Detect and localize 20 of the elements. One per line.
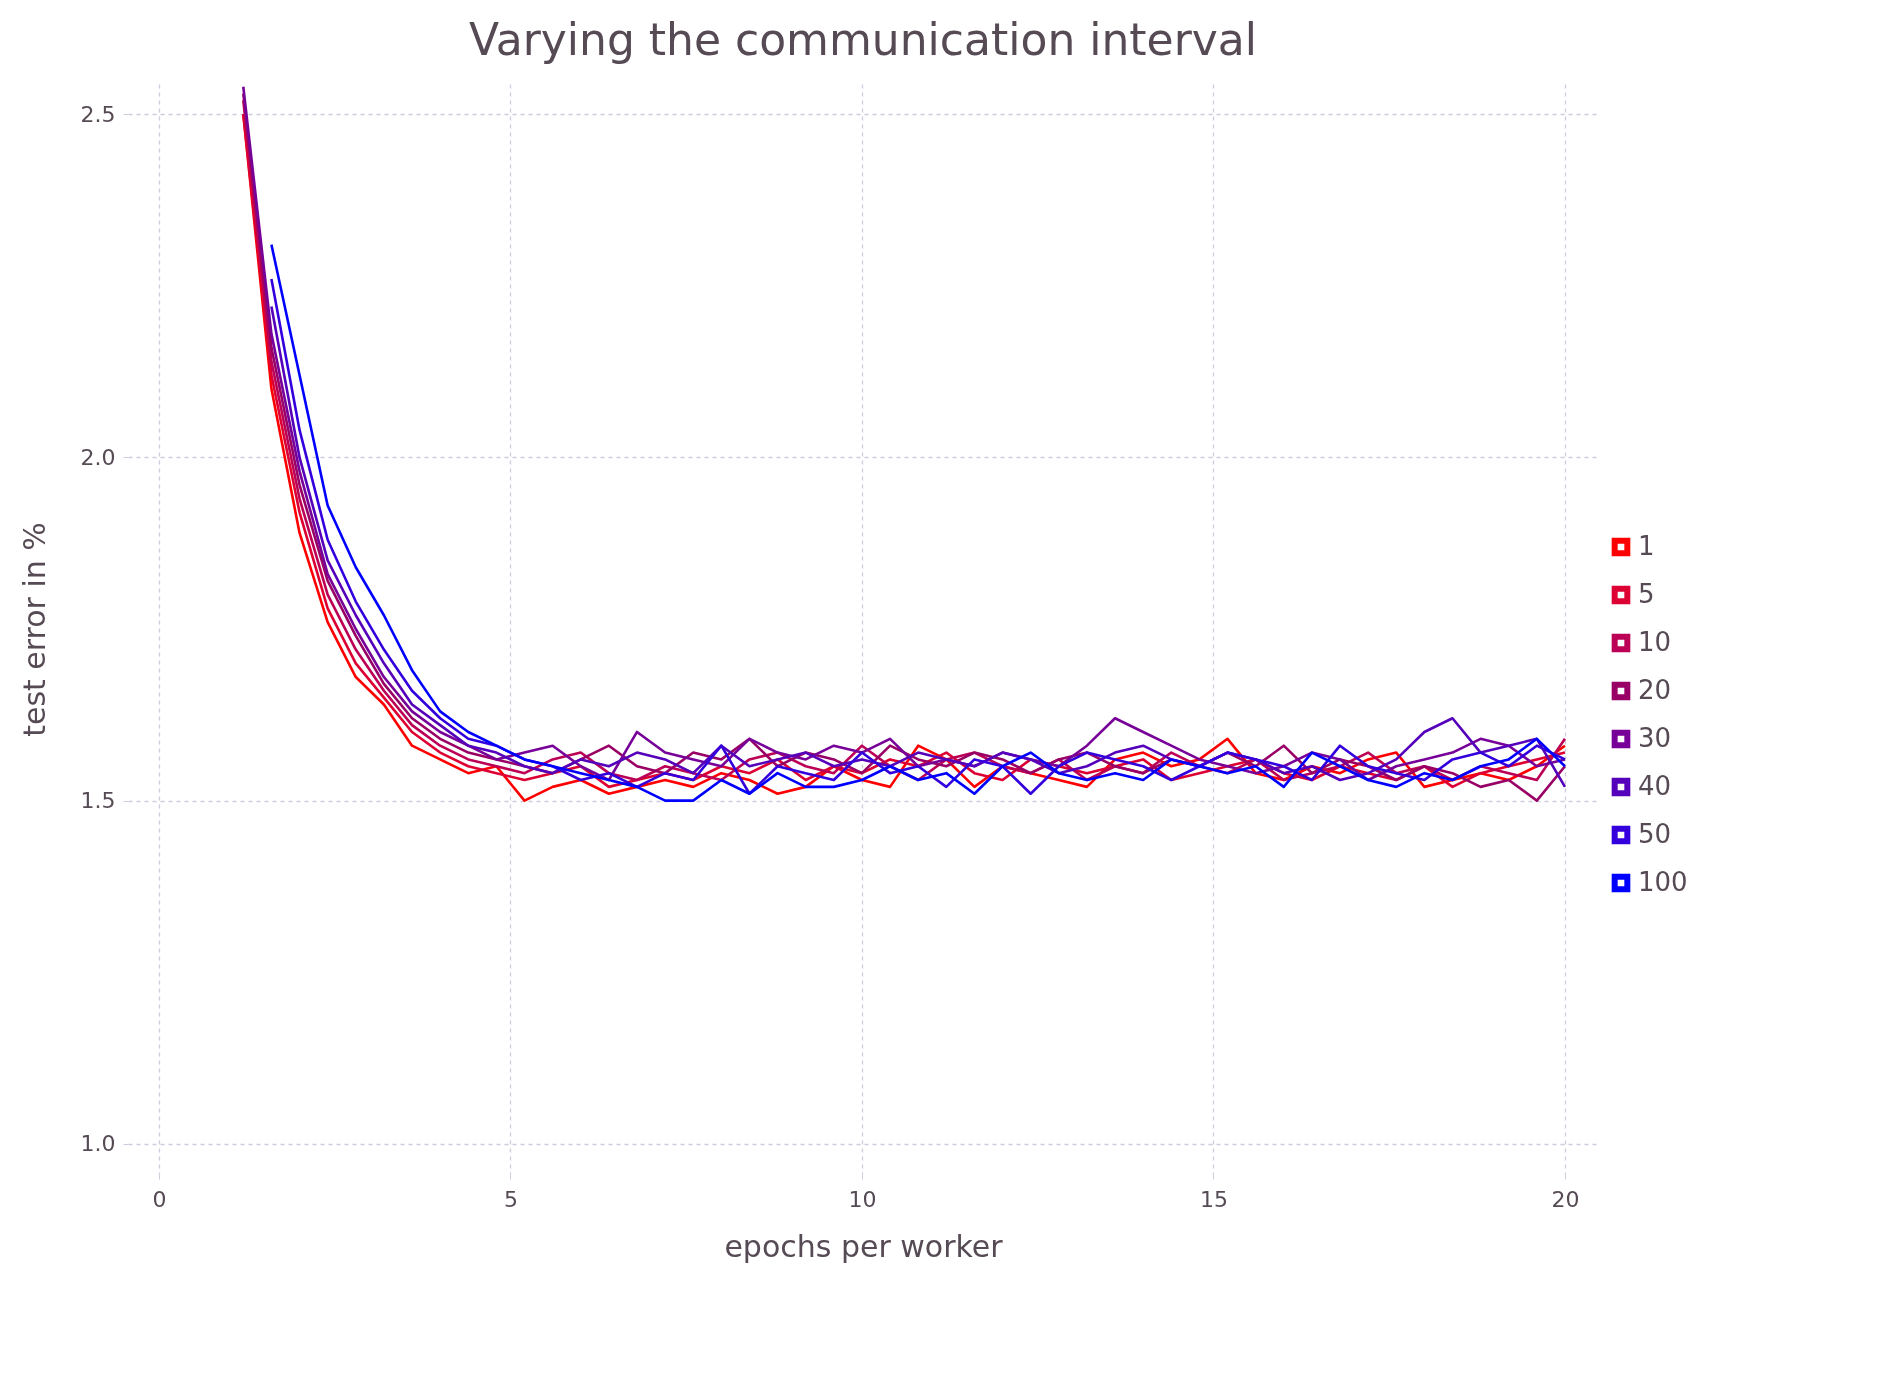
legend-label: 30 <box>1638 723 1672 753</box>
legend-label: 50 <box>1638 819 1672 849</box>
x-tick-label: 10 <box>848 1186 877 1212</box>
legend-label: 20 <box>1638 675 1672 705</box>
x-axis-title: epochs per worker <box>724 1228 1004 1264</box>
legend-label: 1 <box>1638 531 1655 561</box>
x-tick-label: 15 <box>1199 1186 1228 1212</box>
legend-label: 40 <box>1638 771 1672 801</box>
y-axis-title: test error in % <box>16 522 52 737</box>
y-tick-label: 2.0 <box>80 444 116 470</box>
x-tick-label: 20 <box>1551 1186 1580 1212</box>
y-tick-label: 1.0 <box>80 1131 116 1157</box>
x-tick-label: 5 <box>503 1186 518 1212</box>
y-tick-label: 2.5 <box>80 101 116 127</box>
legend-label: 100 <box>1638 867 1688 897</box>
legend-label: 10 <box>1638 627 1672 657</box>
chart-title: Varying the communication interval <box>468 14 1258 65</box>
x-tick-label: 0 <box>152 1186 167 1212</box>
y-tick-label: 1.5 <box>80 788 116 814</box>
legend-label: 5 <box>1638 579 1655 609</box>
